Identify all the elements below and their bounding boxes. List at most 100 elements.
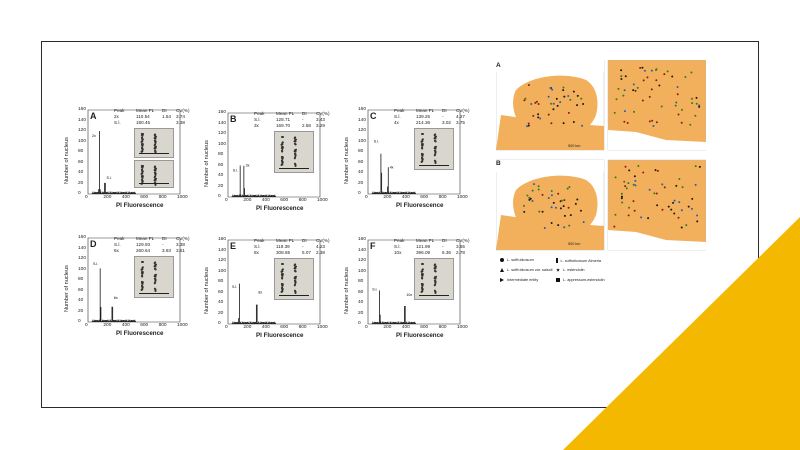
histogram-bar	[107, 192, 109, 194]
histogram-bar	[393, 321, 394, 324]
y-tick-label: 140	[358, 247, 367, 253]
occurrence-dot	[549, 87, 552, 90]
histogram-bar	[404, 306, 405, 324]
table-cell: 8x	[254, 250, 259, 255]
histogram-bar	[233, 195, 234, 197]
x-tick-label: 800	[298, 198, 307, 203]
y-tick-label: 100	[358, 268, 367, 274]
histogram-bar	[408, 192, 410, 194]
plot-frame	[367, 239, 461, 325]
occurrence-dot	[547, 197, 550, 200]
occurrence-dot	[622, 94, 625, 97]
histogram-bar	[378, 322, 380, 324]
histogram-bar	[415, 322, 416, 324]
peak-label: S.l.	[374, 139, 379, 143]
histogram-bar	[122, 320, 124, 322]
histogram-bar	[396, 191, 398, 194]
histogram-bar	[386, 322, 388, 324]
table-cell: -	[302, 117, 304, 122]
histogram-bar	[114, 192, 116, 194]
histogram-bar	[125, 320, 127, 322]
y-tick-label: 100	[78, 138, 87, 144]
occurrence-dot	[534, 101, 537, 104]
x-tick-label: 200	[243, 198, 252, 203]
occurrence-dot	[529, 197, 532, 200]
histogram-bar	[264, 321, 266, 324]
y-tick-label: 60	[78, 159, 84, 165]
occurrence-dot	[556, 104, 559, 107]
y-tick-label: 160	[78, 235, 87, 240]
histogram-bar	[128, 192, 130, 194]
occurrence-dot	[567, 111, 570, 114]
occurrence-dot	[526, 194, 529, 197]
occurrence-dot	[527, 122, 530, 125]
x-tick-label: 800	[158, 195, 167, 200]
chromosome-micrograph	[414, 128, 454, 170]
table-cell: 110.54	[136, 114, 150, 119]
histogram-bar	[237, 321, 239, 324]
histogram-bar	[121, 191, 122, 194]
y-tick-label: 40	[358, 170, 364, 175]
plot-frame	[227, 239, 321, 325]
x-axis-label: PI Fluorescence	[256, 332, 304, 339]
histogram-bar	[106, 320, 108, 322]
x-axis-label: PI Fluorescence	[116, 202, 164, 209]
y-tick-label: 20	[78, 180, 84, 186]
histogram-bar	[409, 322, 411, 324]
histogram-bar	[275, 322, 276, 324]
occurrence-dot	[555, 97, 558, 100]
histogram-bar	[372, 191, 374, 194]
histogram-bar	[250, 194, 251, 197]
x-tick-label: 1000	[457, 325, 468, 330]
histogram-bar	[133, 320, 135, 322]
map-a-scale: 500 km	[568, 144, 581, 148]
histogram-bar	[252, 195, 254, 197]
peak-table: Peak Mean FL DI CV(%) 2x 110.54 1.54 3.74 S.l. 18…	[114, 108, 194, 126]
histogram-bar	[236, 322, 237, 324]
occurrence-dot	[541, 210, 544, 213]
histogram-bar	[382, 192, 384, 194]
histogram-bar	[263, 195, 265, 197]
occurrence-dot	[613, 225, 616, 228]
histogram-bar	[272, 322, 273, 324]
maps-svg	[495, 59, 707, 251]
histogram-bar	[390, 321, 391, 324]
histogram-bar	[269, 321, 271, 324]
histogram-bar	[256, 194, 258, 197]
occurrence-dot	[527, 124, 530, 127]
histogram-panel-a: A Peak Mean FL DI CV(%) 2x 110.54 1.54 3.74 S.l. 1…	[62, 98, 190, 216]
y-tick-label: 0	[358, 321, 361, 326]
histogram-bar	[267, 194, 269, 197]
x-tick-label: 400	[261, 198, 270, 203]
occurrence-dot	[530, 102, 533, 105]
occurrence-dot	[653, 192, 656, 195]
table-header-cell: DI	[302, 111, 307, 116]
occurrence-dot	[620, 192, 623, 195]
histogram-bar	[112, 192, 114, 194]
histogram-bar	[254, 322, 256, 324]
histogram-bar	[393, 191, 394, 194]
histogram-bar	[96, 320, 98, 322]
table-cell: 3.65	[456, 244, 465, 249]
histogram-bar	[100, 191, 102, 194]
histogram-bar	[127, 191, 129, 194]
occurrence-dot	[690, 207, 693, 210]
histogram-bar	[389, 193, 391, 194]
histogram-bar	[118, 191, 119, 194]
occurrence-dot	[552, 201, 555, 204]
table-header-cell: Peak	[394, 238, 405, 243]
legend-item-3: L. suffruticosum var. salsoli	[500, 268, 553, 272]
histogram-bar	[97, 319, 99, 322]
x-tick-label: 400	[261, 325, 270, 330]
table-header-cell: DI	[442, 108, 447, 113]
occurrence-dot	[581, 124, 584, 127]
histogram-bar	[399, 321, 401, 324]
y-axis-label: Number of nucleus	[344, 267, 350, 314]
histogram-bar	[236, 195, 237, 197]
table-cell: 2.78	[456, 250, 465, 255]
histogram-bar	[387, 186, 388, 194]
histogram-bar	[120, 320, 122, 322]
histogram-bar	[401, 191, 402, 194]
occurrence-dot	[670, 208, 673, 211]
histogram-bar	[386, 192, 388, 194]
